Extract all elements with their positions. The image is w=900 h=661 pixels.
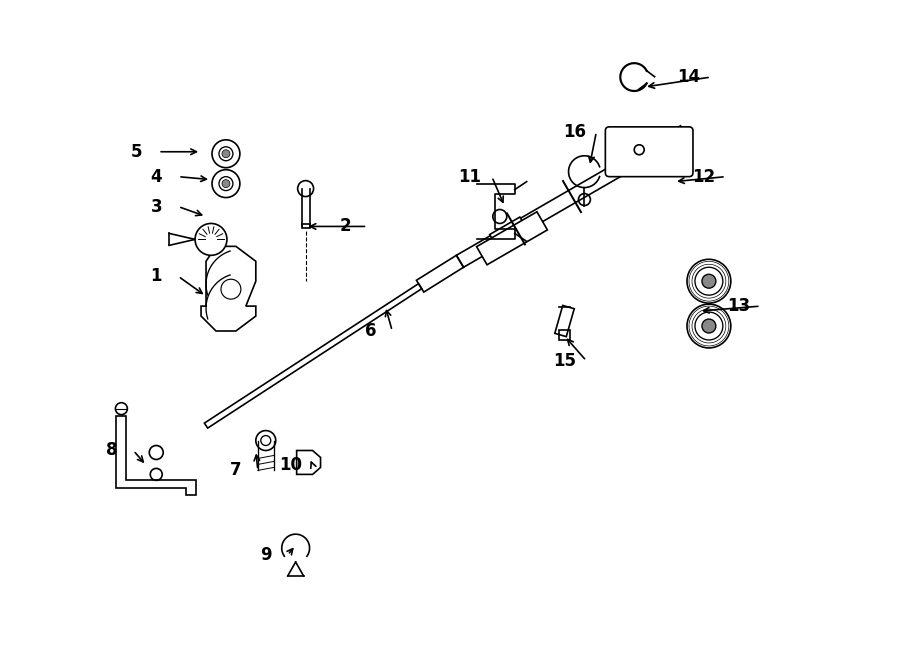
- Text: 4: 4: [150, 168, 162, 186]
- Circle shape: [222, 180, 230, 188]
- Text: 14: 14: [678, 68, 700, 86]
- Text: 16: 16: [563, 123, 586, 141]
- Polygon shape: [497, 224, 523, 245]
- Circle shape: [702, 319, 716, 333]
- Circle shape: [298, 180, 313, 196]
- FancyBboxPatch shape: [606, 127, 693, 176]
- Text: 15: 15: [553, 352, 576, 370]
- Circle shape: [212, 170, 240, 198]
- Polygon shape: [201, 247, 256, 331]
- Text: 12: 12: [692, 168, 716, 186]
- Circle shape: [687, 304, 731, 348]
- Text: 2: 2: [339, 217, 351, 235]
- Text: 11: 11: [458, 168, 482, 186]
- Polygon shape: [490, 217, 530, 252]
- Polygon shape: [116, 416, 196, 495]
- Text: 3: 3: [150, 198, 162, 215]
- Polygon shape: [297, 451, 320, 475]
- Text: 5: 5: [130, 143, 142, 161]
- Circle shape: [212, 140, 240, 168]
- Text: 9: 9: [260, 546, 272, 564]
- Text: 8: 8: [105, 442, 117, 459]
- Text: 6: 6: [364, 322, 376, 340]
- Polygon shape: [477, 212, 547, 265]
- Text: 10: 10: [279, 457, 302, 475]
- Text: 1: 1: [150, 267, 162, 286]
- Circle shape: [687, 259, 731, 303]
- Text: 13: 13: [727, 297, 751, 315]
- Text: 7: 7: [230, 461, 242, 479]
- Circle shape: [115, 403, 128, 414]
- Circle shape: [195, 223, 227, 255]
- Circle shape: [256, 430, 275, 451]
- Circle shape: [702, 274, 716, 288]
- Circle shape: [222, 150, 230, 158]
